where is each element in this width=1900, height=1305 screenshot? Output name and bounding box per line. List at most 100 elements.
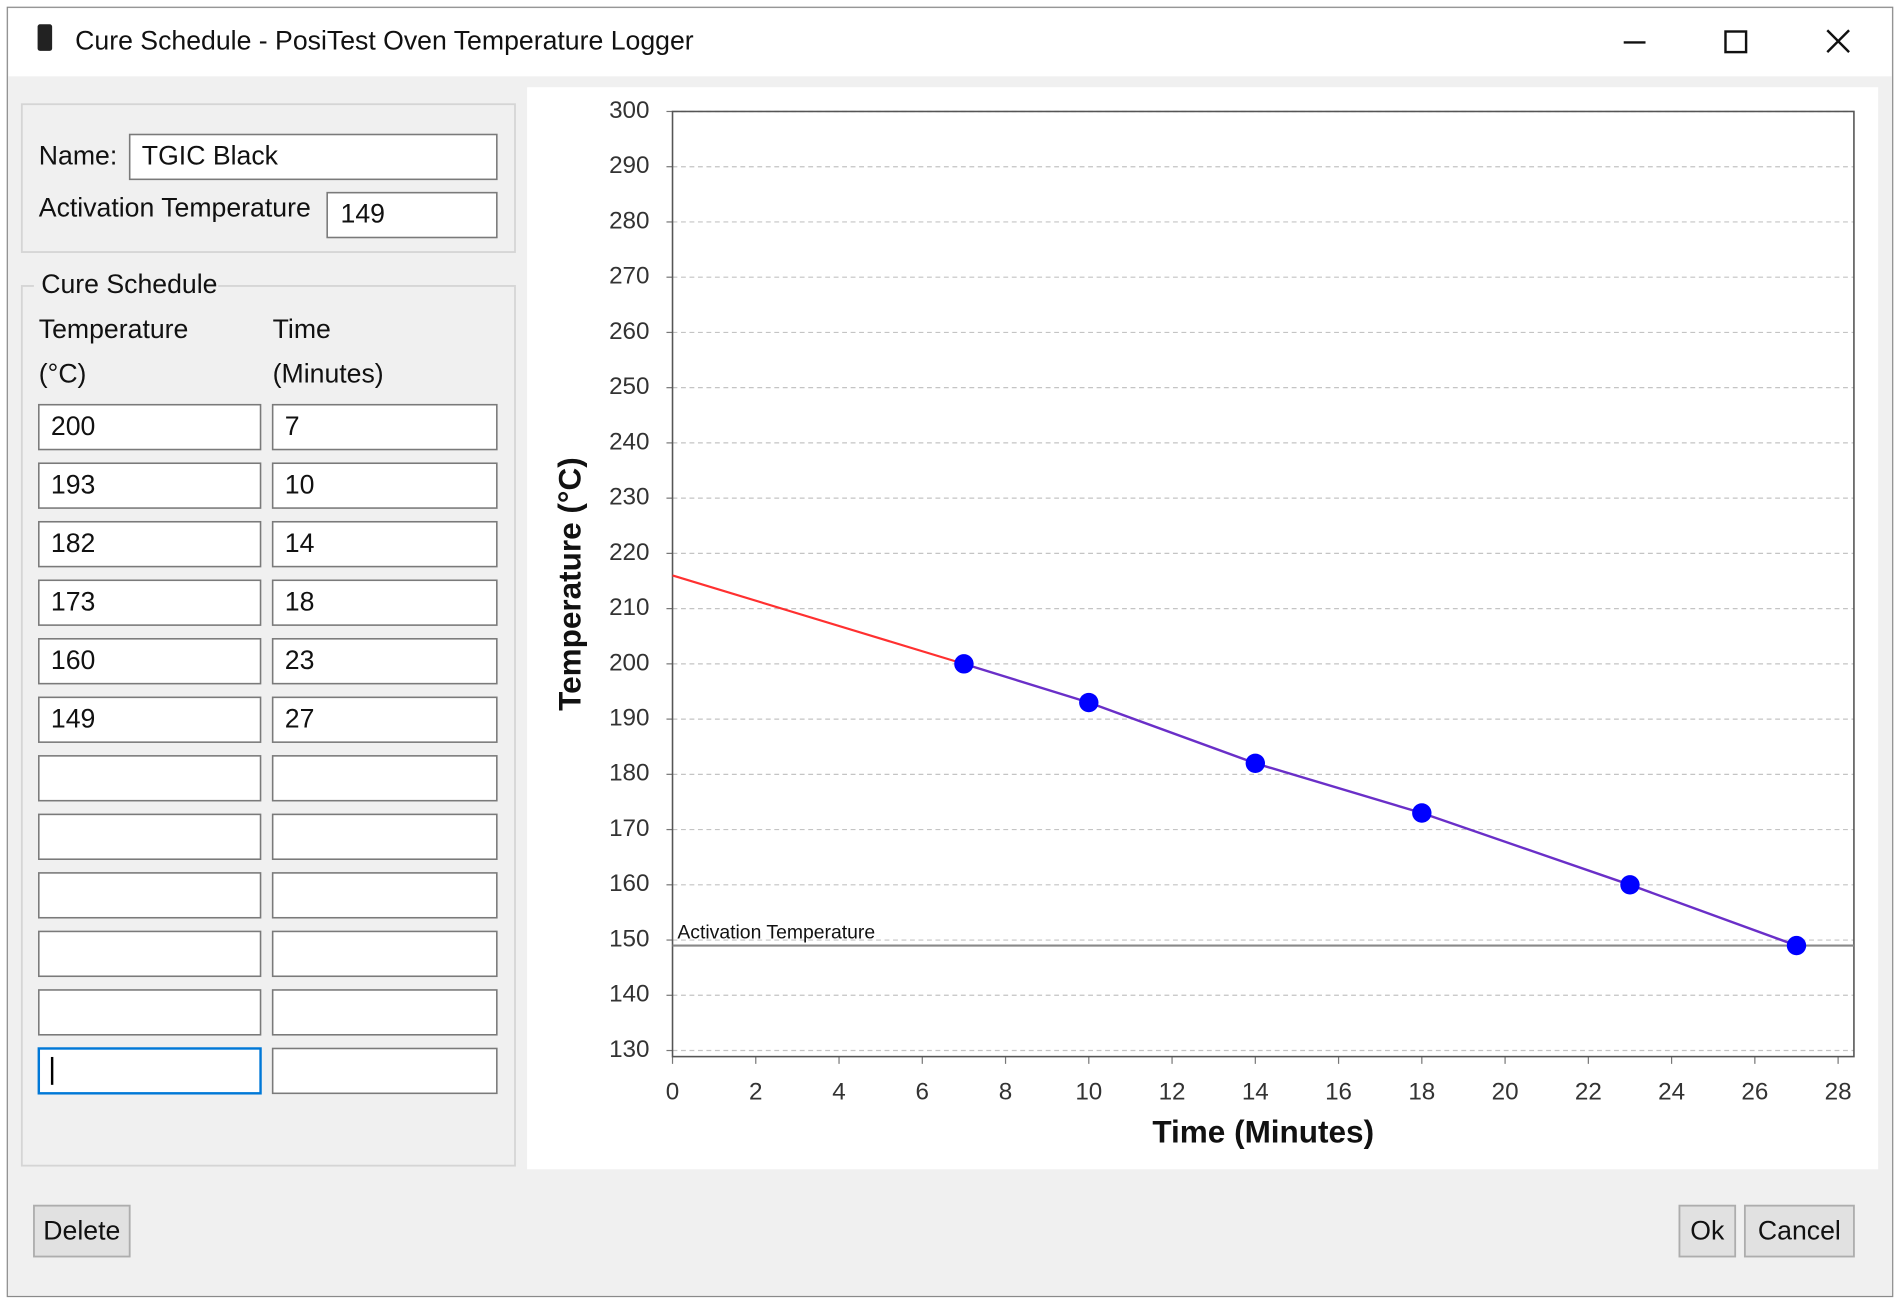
x-axis-label: Time (Minutes)	[1152, 1113, 1374, 1149]
y-tick-label: 160	[609, 870, 649, 897]
schedule-input[interactable]	[271, 696, 498, 743]
schedule-input[interactable]	[38, 696, 262, 743]
y-tick-label: 200	[609, 649, 649, 676]
schedule-cell: 193	[51, 469, 95, 499]
ok-label: Ok	[1690, 1215, 1725, 1245]
data-point	[1620, 875, 1640, 895]
group-title-bg	[33, 271, 219, 301]
x-tick-label: 28	[1825, 1078, 1852, 1105]
schedule-input[interactable]	[271, 989, 498, 1036]
settings-group	[20, 103, 516, 253]
schedule-input[interactable]	[38, 989, 262, 1036]
name-input[interactable]	[128, 133, 498, 181]
y-tick-label: 190	[609, 705, 649, 732]
y-tick-label: 280	[609, 207, 649, 234]
schedule-input[interactable]	[38, 872, 262, 919]
delete-button[interactable]	[33, 1204, 131, 1258]
schedule-input[interactable]	[37, 1047, 262, 1095]
schedule-input[interactable]	[271, 1047, 498, 1095]
column-header: (°C)	[39, 359, 87, 389]
data-point	[1079, 692, 1099, 713]
chart-panel	[527, 87, 1879, 1170]
schedule-cell: 18	[285, 586, 315, 616]
app-icon	[37, 24, 53, 51]
data-point	[954, 654, 974, 674]
column-header: Temperature	[39, 314, 189, 344]
schedule-input[interactable]	[271, 403, 498, 451]
data-point	[1786, 935, 1807, 956]
x-tick-label: 0	[666, 1078, 679, 1105]
x-tick-label: 16	[1325, 1078, 1352, 1105]
y-tick-label: 250	[609, 373, 649, 400]
title-bar	[8, 8, 1892, 77]
cancel-button[interactable]	[1743, 1204, 1855, 1258]
activation-input[interactable]	[326, 191, 498, 239]
schedule-input[interactable]	[38, 462, 262, 509]
x-tick-label: 8	[999, 1078, 1012, 1105]
schedule-input[interactable]	[38, 579, 262, 626]
close-button[interactable]	[1826, 29, 1850, 53]
schedule-input[interactable]	[271, 813, 498, 861]
schedule-cell: 160	[51, 645, 95, 675]
y-tick-label: 260	[609, 318, 649, 345]
schedule-cell: 7	[285, 411, 300, 441]
data-point	[1245, 753, 1266, 773]
y-tick-label: 140	[609, 981, 649, 1008]
y-tick-label: 180	[609, 760, 649, 787]
schedule-cell: 10	[285, 469, 315, 499]
schedule-cell: 23	[285, 645, 315, 675]
schedule-cell: 200	[51, 411, 95, 441]
y-tick-label: 300	[609, 97, 649, 124]
schedule-input[interactable]	[271, 930, 498, 978]
schedule-input[interactable]	[271, 755, 498, 802]
x-tick-label: 4	[832, 1078, 845, 1105]
schedule-cell: 149	[51, 703, 95, 733]
schedule-input[interactable]	[38, 930, 262, 978]
x-tick-label: 20	[1492, 1078, 1519, 1105]
column-header: Time	[273, 314, 331, 344]
schedule-input[interactable]	[271, 579, 498, 626]
schedule-cell: 182	[51, 528, 95, 558]
ok-button[interactable]	[1678, 1204, 1737, 1258]
y-axis-label: Temperature (°C)	[551, 457, 587, 711]
extrapolation-line	[672, 574, 965, 665]
data-point	[1412, 803, 1432, 823]
schedule-input[interactable]	[38, 755, 262, 802]
plot-area	[671, 110, 1855, 1058]
y-tick-label: 170	[609, 815, 649, 842]
schedule-input[interactable]	[38, 520, 262, 568]
series-line	[963, 662, 1797, 947]
x-tick-label: 6	[916, 1078, 929, 1105]
x-tick-label: 24	[1658, 1078, 1685, 1105]
cancel-label: Cancel	[1758, 1215, 1841, 1245]
x-tick-label: 12	[1159, 1078, 1186, 1105]
schedule-input[interactable]	[271, 638, 498, 685]
y-tick-label: 220	[609, 539, 649, 566]
schedule-cell: 27	[285, 703, 315, 733]
name-value: TGIC Black	[142, 141, 279, 171]
y-tick-label: 150	[609, 925, 649, 952]
y-tick-label: 210	[609, 594, 649, 621]
reference-label: Activation Temperature	[677, 922, 875, 944]
schedule-cell: 14	[285, 528, 315, 558]
schedule-input[interactable]	[38, 638, 262, 685]
column-header: (Minutes)	[273, 359, 384, 389]
y-tick-label: 240	[609, 428, 649, 455]
schedule-input[interactable]	[38, 403, 262, 451]
schedule-input[interactable]	[38, 813, 262, 861]
x-tick-label: 10	[1075, 1078, 1102, 1105]
y-tick-label: 270	[609, 263, 649, 290]
maximize-button[interactable]	[1724, 30, 1748, 54]
window-title: Cure Schedule - PosiTest Oven Temperatur…	[75, 25, 694, 55]
y-tick-label: 230	[609, 484, 649, 511]
schedule-input[interactable]	[271, 872, 498, 919]
schedule-title: Cure Schedule	[41, 269, 217, 299]
schedule-cell: 173	[51, 586, 95, 616]
delete-label: Delete	[43, 1215, 120, 1245]
x-tick-label: 2	[749, 1078, 762, 1105]
x-tick-label: 18	[1408, 1078, 1435, 1105]
schedule-input[interactable]	[271, 520, 498, 568]
schedule-input[interactable]	[271, 462, 498, 509]
